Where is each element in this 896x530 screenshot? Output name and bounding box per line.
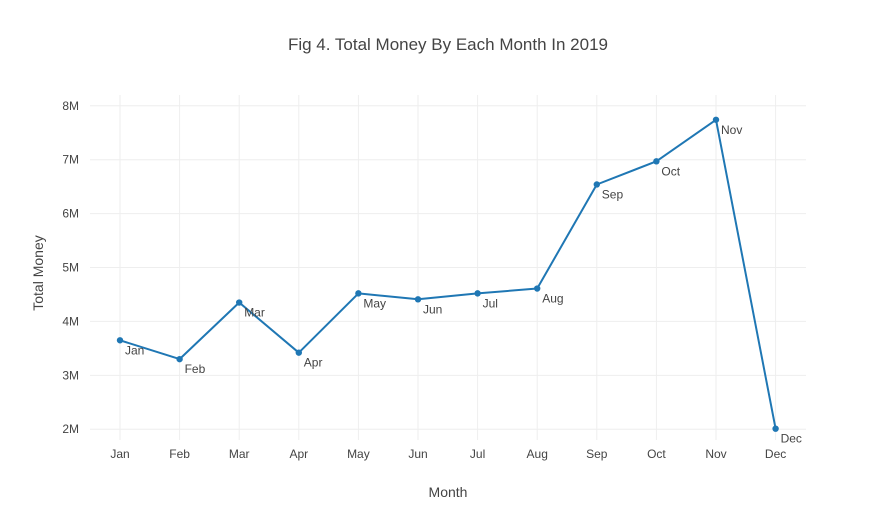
x-tick-label: Dec: [765, 447, 786, 461]
data-point-label: Apr: [304, 356, 323, 370]
data-point-label: Feb: [185, 362, 206, 376]
data-point: [355, 290, 362, 297]
data-point-label: Jan: [125, 343, 144, 357]
y-tick-label: 3M: [62, 368, 79, 382]
x-axis-ticks: Jan Feb Mar Apr May Jun Jul Aug Sep Oct Nov Dec: [110, 447, 786, 461]
x-tick-label: Feb: [169, 447, 190, 461]
y-tick-label: 5M: [62, 261, 79, 275]
x-tick-label: Sep: [586, 447, 608, 461]
data-point-label: Mar: [244, 306, 265, 320]
x-gridlines: [119, 95, 777, 440]
data-point: [176, 355, 183, 363]
x-axis-title: Month: [429, 484, 468, 500]
data-markers: [116, 116, 779, 432]
data-point: [295, 349, 302, 356]
x-tick-label: Nov: [705, 447, 726, 461]
data-point-label: Oct: [661, 164, 680, 178]
data-point-label: Nov: [721, 123, 742, 137]
y-tick-label: 2M: [62, 422, 79, 436]
data-point: [534, 285, 541, 292]
x-tick-label: Aug: [527, 447, 548, 461]
x-tick-label: Jun: [408, 447, 427, 461]
y-tick-label: 6M: [62, 207, 79, 221]
x-tick-label: Jul: [470, 447, 485, 461]
y-tick-label: 4M: [62, 314, 79, 328]
x-tick-label: Mar: [229, 447, 250, 461]
point-labels: Jan Feb Mar Apr May Jun Jul Aug Sep Oct Nov Dec: [125, 123, 802, 446]
x-tick-label: Oct: [647, 447, 666, 461]
y-tick-label: 7M: [62, 153, 79, 167]
data-point: [712, 116, 720, 123]
x-tick-label: May: [347, 447, 370, 461]
data-point-label: Jun: [423, 302, 442, 316]
data-point: [772, 425, 779, 432]
data-point: [474, 290, 481, 297]
x-tick-label: Apr: [289, 447, 308, 461]
data-point-label: Aug: [542, 292, 563, 306]
y-axis-ticks: 2M 3M 4M 5M 6M 7M 8M: [62, 99, 79, 436]
data-point: [414, 296, 422, 303]
data-point-label: Sep: [602, 187, 624, 201]
data-point-label: Dec: [781, 432, 802, 446]
data-point: [593, 181, 600, 188]
y-axis-title: Total Money: [30, 235, 46, 310]
y-tick-label: 8M: [62, 99, 79, 113]
chart-title: Fig 4. Total Money By Each Month In 2019: [288, 35, 608, 54]
data-point: [116, 337, 124, 344]
x-tick-label: Jan: [110, 447, 129, 461]
data-point: [653, 158, 660, 165]
data-point: [236, 299, 243, 306]
series-line: [119, 118, 777, 429]
y-gridlines: [90, 105, 806, 430]
data-point-label: May: [363, 296, 386, 310]
data-point-label: Jul: [483, 296, 498, 310]
